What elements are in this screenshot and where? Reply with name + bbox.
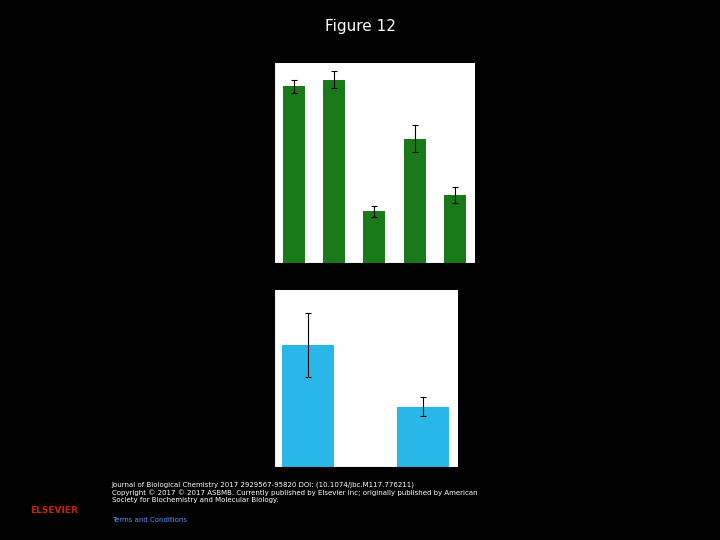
Bar bbox=[444, 195, 466, 262]
Bar bbox=[283, 86, 305, 262]
Y-axis label: Average Cytosine Reactivity: Average Cytosine Reactivity bbox=[229, 315, 238, 442]
Bar bbox=[404, 139, 426, 262]
Bar bbox=[364, 212, 385, 262]
Y-axis label: Average Guanine Reactivity: Average Guanine Reactivity bbox=[229, 100, 238, 226]
Text: Terms and Conditions: Terms and Conditions bbox=[112, 517, 186, 523]
Text: A: A bbox=[233, 51, 244, 65]
Text: B: B bbox=[228, 276, 238, 290]
Text: ELSEVIER: ELSEVIER bbox=[30, 506, 78, 515]
Text: Journal of Biological Chemistry 2017 2929567-95820 DOI: (10.1074/jbc.M117.776211: Journal of Biological Chemistry 2017 292… bbox=[112, 482, 477, 503]
Bar bbox=[282, 345, 334, 467]
Bar bbox=[397, 407, 449, 467]
Text: Figure 12: Figure 12 bbox=[325, 19, 395, 34]
Bar bbox=[323, 79, 345, 262]
